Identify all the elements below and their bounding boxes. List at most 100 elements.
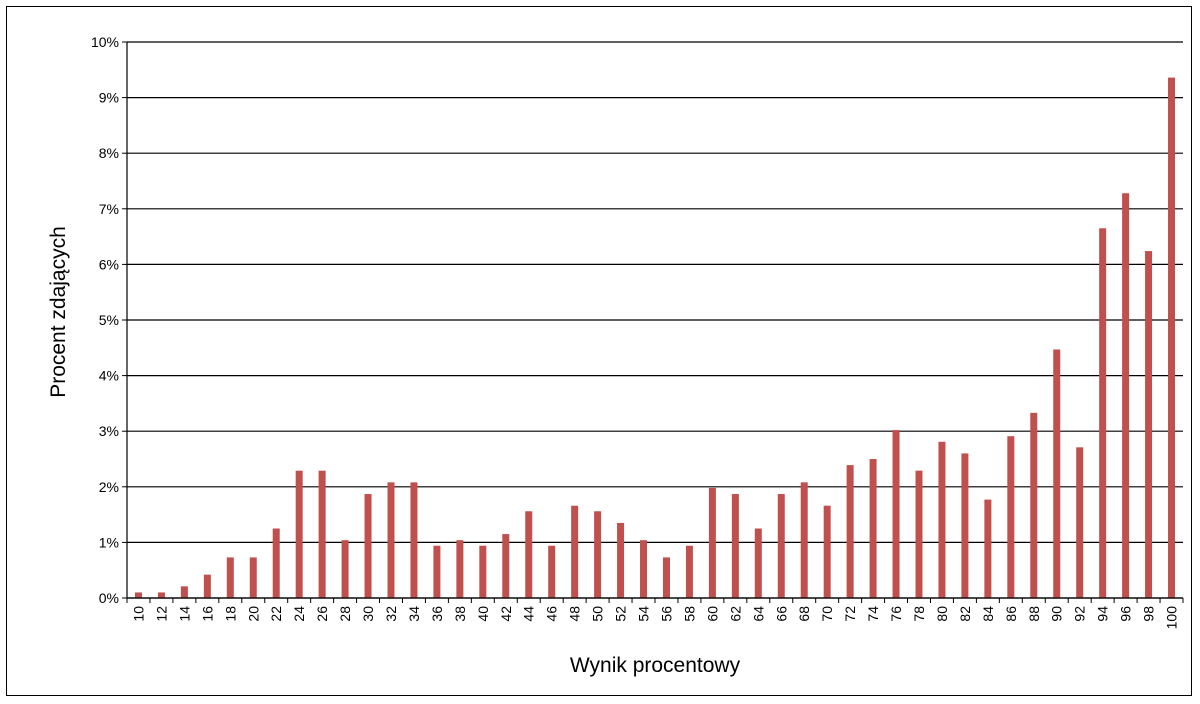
- bar: [984, 499, 992, 598]
- bar: [869, 459, 877, 598]
- bar: [915, 470, 923, 598]
- x-tick-label: 46: [544, 606, 560, 622]
- x-tick-label: 30: [360, 606, 376, 622]
- bar: [180, 586, 188, 598]
- x-tick-label: 14: [176, 606, 192, 622]
- chart-frame: 0% 1% 2% 3% 4% 5% 6% 7% 8% 9% 10% 10 12 14 16 18 20 22 24…: [6, 6, 1192, 696]
- x-tick-label: 54: [636, 606, 652, 622]
- x-tick-label: 52: [613, 606, 629, 622]
- bar: [1122, 193, 1130, 598]
- x-tick-label: 88: [1026, 606, 1042, 622]
- y-tick-labels: 0% 1% 2% 3% 4% 5% 6% 7% 8% 9% 10%: [91, 34, 119, 606]
- x-tick-label: 62: [727, 606, 743, 622]
- bar: [846, 465, 854, 598]
- bar: [203, 574, 211, 598]
- x-tick-label: 96: [1118, 606, 1134, 622]
- bar: [1030, 412, 1038, 598]
- bars: [134, 77, 1176, 599]
- bar: [456, 540, 464, 598]
- bar: [1099, 228, 1107, 598]
- x-tick-label: 56: [658, 606, 674, 622]
- x-tick-label: 60: [704, 606, 720, 622]
- y-tick-label: 7%: [99, 201, 119, 217]
- bar: [892, 430, 900, 598]
- bar: [617, 522, 625, 598]
- bar: [961, 453, 969, 598]
- bar: [479, 545, 487, 598]
- bar: [640, 540, 648, 598]
- x-tick-label: 28: [337, 606, 353, 622]
- bar: [410, 482, 418, 598]
- x-tick-label: 82: [957, 606, 973, 622]
- bar: [1145, 251, 1153, 598]
- x-tick-label: 64: [750, 606, 766, 622]
- bar: [272, 528, 280, 598]
- bar: [731, 494, 739, 598]
- y-tick-label: 4%: [99, 368, 119, 384]
- x-tick-label: 18: [222, 606, 238, 622]
- x-tick-label: 94: [1095, 606, 1111, 622]
- bar: [548, 545, 556, 598]
- y-tick-label: 1%: [99, 534, 119, 550]
- x-tick-label: 76: [888, 606, 904, 622]
- bar: [318, 470, 326, 598]
- bar: [662, 557, 670, 598]
- x-tick-label: 84: [980, 606, 996, 622]
- x-tick-label: 86: [1003, 606, 1019, 622]
- bar: [800, 482, 808, 598]
- x-tick-label: 66: [773, 606, 789, 622]
- bar: [134, 592, 142, 598]
- x-tick-label: 68: [796, 606, 812, 622]
- x-tick-label: 22: [268, 606, 284, 622]
- x-tick-label: 24: [291, 606, 307, 622]
- bar: [1168, 77, 1176, 599]
- x-tick-label: 48: [567, 606, 583, 622]
- y-tick-label: 6%: [99, 256, 119, 272]
- bar: [777, 494, 785, 598]
- bar: [754, 528, 762, 598]
- bar: [387, 482, 395, 598]
- x-tick-label: 16: [199, 606, 215, 622]
- y-tick-label: 0%: [99, 590, 119, 606]
- y-tick-label: 8%: [99, 145, 119, 161]
- bar-chart: 0% 1% 2% 3% 4% 5% 6% 7% 8% 9% 10% 10 12 14 16 18 20 22 24…: [47, 34, 1184, 677]
- x-tick-label: 50: [590, 606, 606, 622]
- x-tick-label: 80: [934, 606, 950, 622]
- x-tick-label: 38: [452, 606, 468, 622]
- bar: [594, 511, 602, 598]
- bar: [249, 557, 257, 598]
- bar: [708, 487, 716, 598]
- x-tick-label: 44: [521, 606, 537, 622]
- bar: [685, 545, 693, 598]
- y-tick-label: 3%: [99, 423, 119, 439]
- bar: [938, 441, 946, 598]
- x-tick-label: 98: [1141, 606, 1157, 622]
- bar: [226, 557, 234, 598]
- bar: [823, 505, 831, 598]
- x-tick-label: 36: [429, 606, 445, 622]
- bar: [1076, 447, 1084, 598]
- x-tick-label: 72: [842, 606, 858, 622]
- x-tick-label: 42: [498, 606, 514, 622]
- axes: [122, 41, 1184, 603]
- x-tick-label: 74: [865, 606, 881, 622]
- bar: [157, 592, 165, 598]
- x-axis-title: Wynik procentowy: [570, 654, 741, 677]
- x-tick-labels: 10 12 14 16 18 20 22 24 26 28 30 32 34 36 38 40 42 44 46 48…: [130, 606, 1179, 630]
- x-tick-label: 12: [153, 606, 169, 622]
- x-tick-label: 90: [1049, 606, 1065, 622]
- bar: [525, 511, 533, 598]
- x-tick-label: 26: [314, 606, 330, 622]
- bar: [341, 540, 349, 598]
- y-tick-label: 9%: [99, 90, 119, 106]
- y-tick-label: 5%: [99, 312, 119, 328]
- bar: [433, 545, 441, 598]
- x-tick-label: 10: [130, 606, 146, 622]
- x-tick-label: 100: [1164, 606, 1180, 630]
- gridlines: [127, 41, 1183, 599]
- y-tick-label: 10%: [91, 34, 119, 50]
- bar: [1053, 349, 1061, 598]
- x-tick-label: 40: [475, 606, 491, 622]
- bar: [364, 494, 372, 598]
- y-tick-label: 2%: [99, 479, 119, 495]
